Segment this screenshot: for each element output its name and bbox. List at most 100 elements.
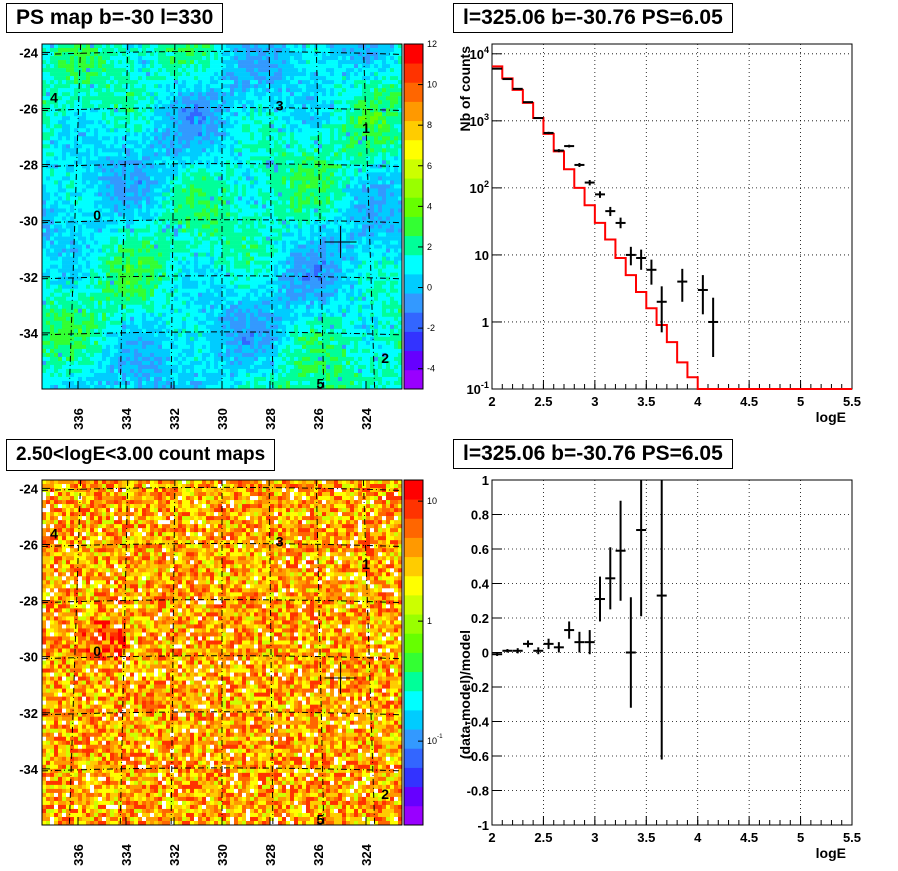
x-tick-label: 5.5 (843, 394, 861, 409)
palette-swatch (404, 235, 423, 256)
x-axis-label: logE (816, 845, 846, 861)
y-tick-label: 102 (469, 179, 489, 196)
source-marker-0: 0 (93, 643, 101, 659)
x-tick-label: 336 (71, 408, 86, 430)
palette-swatch (404, 63, 423, 83)
palette-swatch (404, 690, 423, 711)
graticule-lat-line (41, 275, 403, 280)
residual-title: l=325.06 b=-30.76 PS=6.05 (453, 439, 733, 469)
palette-swatch (404, 312, 423, 332)
y-tick-label: -34 (19, 326, 39, 341)
graticule-lon-line (362, 479, 376, 826)
x-tick-label: 324 (359, 407, 374, 429)
residual-grid (491, 479, 853, 826)
graticule-lon-line (170, 43, 176, 390)
data-points (492, 67, 719, 358)
palette-frame (403, 479, 424, 826)
y-tick-label: -28 (19, 158, 38, 173)
source-marker-5: 5 (317, 375, 325, 391)
x-tick-label: 330 (215, 844, 230, 866)
palette-swatch (404, 729, 423, 749)
x-tick-label: 2 (488, 394, 495, 409)
palette-swatch (404, 274, 423, 294)
palette-swatch (404, 805, 423, 826)
y-axis-label: (data-model)/model (457, 630, 473, 759)
source-marker-1: 1 (362, 556, 370, 572)
palette-swatch (404, 652, 423, 673)
x-tick-label: 326 (311, 844, 326, 866)
x-tick-label: 5 (797, 394, 804, 409)
source-marker-5: 5 (317, 811, 325, 827)
source-marker-4: 4 (50, 525, 58, 541)
palette-swatch (404, 254, 423, 275)
palette-label: 6 (427, 161, 432, 171)
x-tick-label: 332 (167, 408, 182, 430)
map-graticule (41, 479, 403, 826)
source-marker-3: 3 (276, 534, 284, 550)
palette-swatch (404, 595, 423, 615)
source-marker-1: 1 (362, 120, 370, 136)
x-tick-label: 4 (694, 394, 702, 409)
ps-map-title: PS map b=-30 l=330 (6, 3, 224, 33)
palette-swatch (404, 710, 423, 730)
model-step-line (492, 65, 852, 390)
palette-swatch (404, 499, 423, 519)
palette-swatch (404, 767, 423, 788)
spectrum-grid (491, 44, 853, 390)
graticule-lon-line (268, 479, 274, 826)
palette-label: -4 (427, 364, 435, 374)
y-tick-label: -24 (19, 45, 39, 60)
palette-label: 10-1 (427, 733, 443, 746)
graticule-lon-line (315, 479, 325, 826)
palette-swatch (404, 748, 423, 768)
x-tick-label: 332 (167, 844, 182, 866)
palette-label: -2 (427, 323, 435, 333)
graticule-lat-line (41, 331, 403, 336)
residual-panel: l=325.06 b=-30.76 PS=6.05 2 2.5 3 3.5 4 4.5 5 5… (449, 436, 898, 871)
x-tick-label: 324 (359, 843, 374, 865)
spectrum-panel: l=325.06 b=-30.76 PS=6.05 2 2.5 3 3.5 4 4.5 5 5… (449, 0, 898, 435)
y-tick-label: 0.6 (471, 542, 489, 557)
x-tick-label: 3.5 (637, 830, 655, 845)
source-marker-3: 3 (276, 98, 284, 114)
palette-label: 10 (427, 496, 437, 506)
count-map-title: 2.50<logE<3.00 count maps (6, 439, 276, 471)
y-tick-label: 1 (482, 315, 489, 330)
y-tick-label: -32 (19, 706, 38, 721)
graticule-lon-line (68, 479, 82, 826)
palette-swatch (404, 159, 423, 179)
x-tick-label: 330 (215, 408, 230, 430)
x-tick-label: 4 (694, 830, 702, 845)
y-tick-label: -28 (19, 594, 38, 609)
map-graticule (41, 43, 403, 390)
palette-swatch (404, 575, 423, 596)
graticule-lat-line (41, 50, 403, 55)
ps-map-panel: PS map b=-30 l=330 336 334 332 330 328 326 324… (0, 0, 449, 435)
x-tick-label: 3 (591, 394, 598, 409)
x-tick-label: 336 (71, 844, 86, 866)
spectrum-title: l=325.06 b=-30.76 PS=6.05 (453, 3, 733, 33)
y-tick-label: -1 (477, 818, 489, 833)
palette-label: 12 (427, 39, 437, 49)
palette-swatch (404, 178, 423, 198)
graticule-lon-line (119, 479, 129, 826)
residual-points (492, 480, 667, 760)
graticule-lat-line (41, 543, 403, 548)
palette-swatch (404, 101, 423, 122)
palette-swatch (404, 216, 423, 237)
x-tick-label: 328 (263, 408, 278, 430)
y-tick-label: -32 (19, 270, 38, 285)
palette-swatch (404, 556, 423, 577)
palette-swatch (404, 293, 423, 313)
palette-label: 2 (427, 242, 432, 252)
graticule-lon-line (268, 43, 274, 390)
graticule-lon-line (170, 479, 176, 826)
palette-swatch (404, 139, 423, 160)
x-tick-label: 2 (488, 830, 495, 845)
graticule-lat-line (41, 219, 403, 224)
palette-label: 10 (427, 80, 437, 90)
graticule-lon-line (362, 43, 376, 390)
x-tick-label: 5 (797, 830, 804, 845)
x-tick-label: 2.5 (534, 830, 552, 845)
ps-map-chart: 336 334 332 330 328 326 324-24-26-28-30-32-340… (19, 39, 437, 430)
